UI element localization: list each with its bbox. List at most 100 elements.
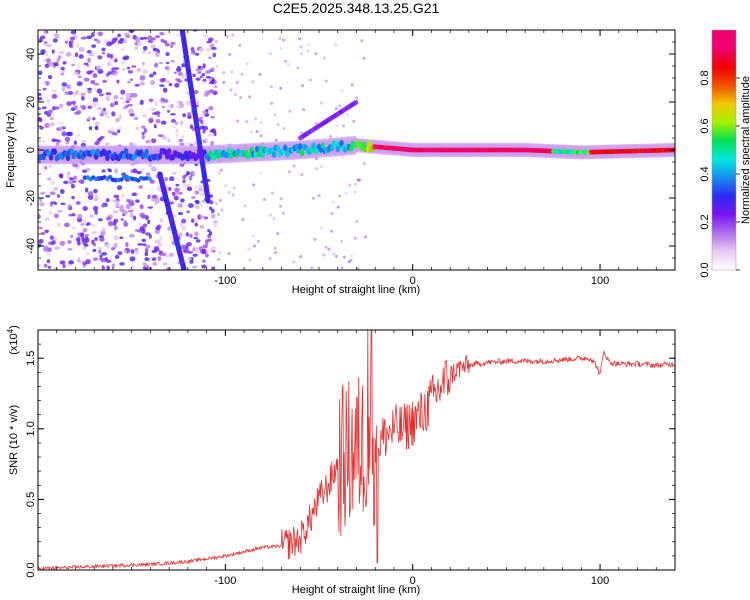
heat-noise-cell — [235, 119, 239, 123]
heat-noise-cell — [173, 195, 179, 201]
heat-noise-cell — [89, 214, 94, 218]
heat-noise-cell — [80, 232, 85, 238]
x-tick-label: 0 — [410, 575, 416, 587]
heat-band-cell — [271, 151, 277, 158]
heat-noise-cell — [342, 255, 346, 259]
heat-noise-cell — [276, 123, 280, 127]
heat-noise-cell — [114, 225, 118, 231]
heat-noise-cell — [60, 72, 65, 76]
heat-noise-cell — [180, 73, 186, 79]
heat-noise-cell — [159, 217, 164, 223]
heat-noise-cell — [174, 191, 180, 195]
heat-noise-cell — [155, 35, 161, 39]
heat-streak-cell — [205, 198, 211, 204]
heat-noise-cell — [168, 83, 173, 87]
heat-noise-cell — [201, 200, 205, 203]
heat-noise-cell — [141, 62, 145, 66]
heat-noise-cell — [77, 133, 81, 137]
heat-noise-cell — [81, 95, 85, 101]
heat-noise-cell — [101, 47, 106, 52]
heat-noise-cell — [63, 180, 69, 184]
heat-noise-cell — [74, 52, 78, 58]
heat-band-cell — [367, 140, 372, 148]
heat-noise-cell — [113, 72, 119, 76]
heat-noise-cell — [249, 130, 253, 134]
heat-noise-cell — [51, 93, 58, 99]
heat-band-cell — [48, 154, 54, 161]
heat-noise-cell — [53, 213, 59, 219]
heat-noise-cell — [324, 79, 328, 83]
heat-band-cell — [247, 151, 252, 159]
heat-noise-cell — [171, 191, 176, 196]
heat-noise-cell — [59, 240, 66, 246]
heat-noise-cell — [259, 171, 263, 175]
heat-noise-cell — [38, 96, 43, 101]
x-tick-label: 100 — [591, 275, 609, 287]
heat-noise-cell — [187, 251, 193, 254]
heat-noise-cell — [160, 120, 167, 125]
heat-noise-cell — [130, 264, 135, 269]
x-tick-label: 0 — [410, 275, 416, 287]
heat-band-cell — [121, 153, 127, 160]
heat-noise-cell — [222, 71, 226, 75]
heat-noise-cell — [138, 184, 143, 190]
heat-noise-cell — [215, 202, 219, 206]
heat-branch-cell — [353, 99, 359, 105]
heat-noise-cell — [152, 71, 157, 76]
heat-noise-cell — [227, 252, 231, 256]
heat-noise-cell — [202, 63, 206, 69]
heat-band-cell — [211, 154, 217, 161]
heat-noise-cell — [322, 253, 326, 257]
heat-noise-cell — [87, 87, 92, 91]
heat-noise-cell — [355, 219, 359, 223]
heat-noise-cell — [170, 113, 176, 116]
heat-noise-cell — [338, 104, 342, 108]
heat-noise-cell — [147, 35, 153, 41]
heat-noise-cell — [139, 37, 145, 41]
heat-noise-cell — [46, 98, 51, 104]
heat-noise-cell — [288, 109, 292, 113]
heat-noise-cell — [97, 137, 103, 141]
heat-noise-cell — [153, 124, 157, 129]
heat-noise-cell — [282, 38, 286, 42]
heat-noise-cell — [202, 34, 207, 38]
heat-noise-cell — [132, 168, 138, 174]
heat-noise-cell — [67, 240, 72, 244]
heat-noise-cell — [350, 83, 354, 87]
heat-noise-cell — [63, 222, 70, 228]
heat-noise-cell — [156, 114, 161, 118]
heat-noise-cell — [82, 246, 87, 250]
heat-band-cell — [147, 176, 152, 181]
heat-noise-cell — [125, 203, 131, 210]
heat-noise-cell — [194, 246, 201, 253]
heat-noise-cell — [48, 61, 54, 68]
heat-noise-cell — [194, 218, 198, 225]
heat-noise-cell — [78, 179, 85, 184]
heat-noise-cell — [90, 32, 95, 38]
heat-noise-cell — [142, 45, 148, 51]
heat-noise-cell — [64, 136, 71, 142]
heat-noise-cell — [68, 213, 73, 217]
heat-noise-cell — [88, 70, 94, 73]
heat-noise-cell — [241, 218, 245, 222]
heat-noise-cell — [149, 116, 154, 119]
heat-noise-cell — [207, 229, 211, 233]
heat-noise-cell — [220, 208, 224, 212]
heat-noise-cell — [173, 187, 180, 193]
heat-noise-cell — [42, 87, 47, 91]
heat-noise-cell — [186, 241, 192, 247]
heat-noise-cell — [160, 252, 167, 257]
heat-noise-cell — [206, 69, 211, 75]
heat-noise-cell — [141, 125, 146, 129]
heat-noise-cell — [192, 73, 196, 78]
heat-noise-cell — [201, 248, 207, 255]
heat-noise-cell — [362, 56, 366, 60]
heat-noise-cell — [177, 202, 183, 208]
heat-noise-cell — [300, 52, 304, 56]
heat-noise-cell — [364, 235, 368, 239]
heat-noise-cell — [252, 183, 256, 187]
heat-noise-cell — [66, 174, 71, 179]
heat-noise-cell — [174, 121, 178, 126]
heat-noise-cell — [61, 86, 66, 92]
heat-noise-cell — [272, 217, 276, 221]
